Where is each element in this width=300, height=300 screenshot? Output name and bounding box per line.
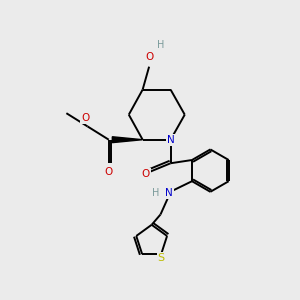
Polygon shape: [112, 137, 142, 142]
Text: O: O: [142, 169, 150, 178]
Text: S: S: [158, 253, 165, 262]
Text: H: H: [152, 188, 159, 198]
Text: O: O: [145, 52, 153, 62]
Text: O: O: [81, 113, 89, 123]
Text: O: O: [105, 167, 113, 177]
Text: N: N: [167, 135, 175, 145]
Text: H: H: [157, 40, 165, 50]
Text: N: N: [166, 188, 173, 198]
